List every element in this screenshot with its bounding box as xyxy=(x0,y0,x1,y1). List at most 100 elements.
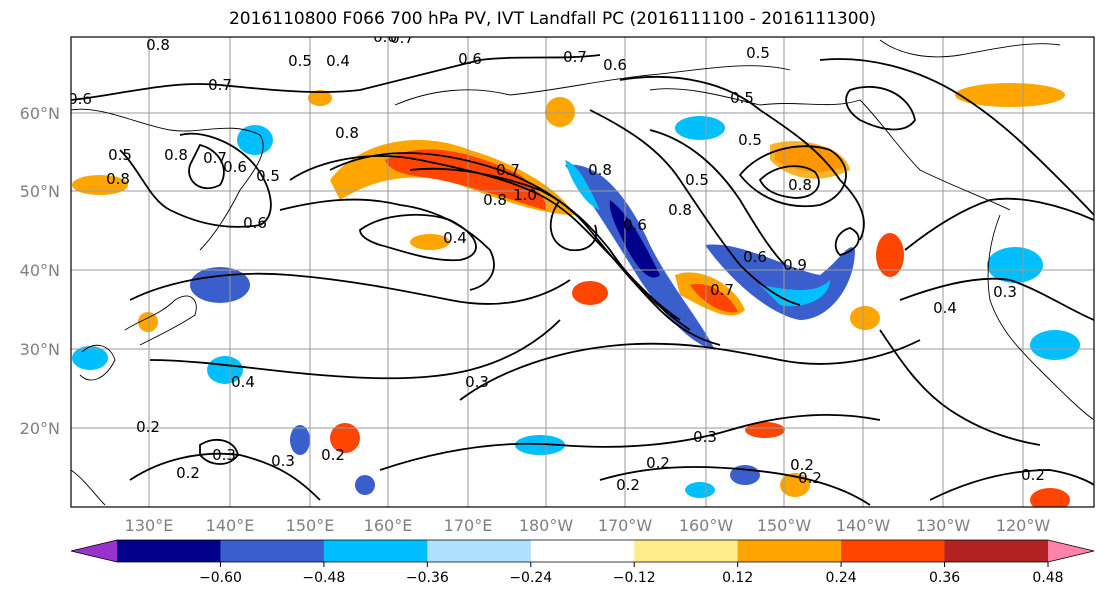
lon-label: 160°E xyxy=(364,516,413,535)
contour-label: 0.3 xyxy=(993,283,1017,301)
contour-label: 0.4 xyxy=(933,299,957,317)
contour-label: 0.8 xyxy=(483,191,507,209)
contour-label: 0.8 xyxy=(106,170,130,188)
colorbar-tick-label: 0.48 xyxy=(1032,570,1063,586)
colorbar-tick-label: 0.24 xyxy=(826,570,857,586)
contour-label: 0.4 xyxy=(443,229,467,247)
contour-label: 0.2 xyxy=(321,446,345,464)
negative-anomaly xyxy=(355,475,375,495)
lon-label: 180°W xyxy=(519,516,574,535)
lon-label: 120°W xyxy=(996,516,1051,535)
contour-label: 0.6 xyxy=(223,158,247,176)
lat-label: 30°N xyxy=(20,340,60,359)
colorbar-cell xyxy=(220,540,325,562)
lon-label: 160°W xyxy=(679,516,734,535)
longitude-labels: 130°E 140°E 150°E 160°E 170°E 180°W 170°… xyxy=(125,516,1051,535)
contour-label: 0.8 xyxy=(668,201,692,219)
colorbar-tick-label: 0.12 xyxy=(722,570,753,586)
coastlines xyxy=(71,39,1094,506)
colorbar-max-extend xyxy=(1048,540,1094,562)
negative-anomaly xyxy=(207,356,243,384)
contour-label: 0.6 xyxy=(68,90,92,108)
contour-label: 0.7 xyxy=(496,161,520,179)
contour-label: 0.7 xyxy=(563,48,587,66)
colorbar-cell xyxy=(323,540,428,562)
positive-anomaly xyxy=(385,149,547,210)
positive-anomaly xyxy=(545,97,575,127)
contour-label: 0.2 xyxy=(646,454,670,472)
contour-label: 0.2 xyxy=(1021,466,1045,484)
negative-anomaly xyxy=(987,247,1043,283)
colorbar-cell xyxy=(530,540,635,562)
positive-anomaly xyxy=(876,233,904,277)
lon-label: 150°E xyxy=(286,516,335,535)
colorbar-cell xyxy=(737,540,842,562)
negative-anomaly xyxy=(705,244,855,320)
colorbar-tick-label: 0.36 xyxy=(929,570,960,586)
contour-label: 0.3 xyxy=(271,452,295,470)
contour-label: 0.8 xyxy=(335,124,359,142)
lon-label: 170°E xyxy=(444,516,493,535)
colorbar-cell xyxy=(427,540,532,562)
positive-anomaly xyxy=(572,281,608,305)
contour-label: 0.7 xyxy=(203,149,227,167)
contour-label: 0.6 xyxy=(243,214,267,232)
lon-label: 130°W xyxy=(916,516,971,535)
contour-label: 0.7 xyxy=(390,29,414,47)
lat-label: 50°N xyxy=(20,182,60,201)
lat-label: 40°N xyxy=(20,261,60,280)
contour-label: 0.2 xyxy=(790,456,814,474)
colorbar-tick-label: −0.36 xyxy=(406,570,449,586)
positive-anomaly xyxy=(330,423,360,453)
contour-label: 0.3 xyxy=(465,373,489,391)
contour-label: 0.2 xyxy=(616,476,640,494)
lon-label: 130°E xyxy=(125,516,174,535)
latitude-labels: 60°N 50°N 40°N 30°N 20°N xyxy=(20,104,60,438)
positive-anomaly xyxy=(955,83,1065,107)
contour-label: 0.5 xyxy=(746,44,770,62)
contour-label: 0.7 xyxy=(208,76,232,94)
pv-contours xyxy=(71,54,1094,506)
contour-label: 0.5 xyxy=(730,89,754,107)
positive-anomaly xyxy=(410,234,450,250)
positive-anomaly xyxy=(1030,488,1070,507)
positive-anomaly xyxy=(690,284,738,313)
negative-anomaly xyxy=(1030,330,1080,360)
contour-label: 0.2 xyxy=(798,469,822,487)
lon-label: 170°W xyxy=(598,516,653,535)
lon-label: 150°W xyxy=(757,516,812,535)
colorbar: −0.60 −0.48 −0.36 −0.24 −0.12 0.12 0.24 0.36 0.4… xyxy=(70,539,1095,586)
contour-label: 0.6 xyxy=(603,56,627,74)
pv-shading xyxy=(72,83,1080,507)
contour-label: 0.7 xyxy=(710,281,734,299)
contour-label: 0.8 xyxy=(588,161,612,179)
contour-label: 0.5 xyxy=(288,52,312,70)
negative-anomaly xyxy=(609,200,660,278)
colorbar-cell xyxy=(634,540,739,562)
lon-label: 140°W xyxy=(836,516,891,535)
negative-anomaly xyxy=(675,116,725,140)
map-border xyxy=(70,36,1095,508)
negative-anomaly xyxy=(190,267,250,303)
contour-label: 0.2 xyxy=(136,418,160,436)
negative-anomaly xyxy=(72,346,108,370)
contour-label: 0.4 xyxy=(231,373,255,391)
negative-anomaly xyxy=(515,435,565,455)
contour-label: 0.5 xyxy=(738,131,762,149)
negative-anomaly xyxy=(237,125,273,155)
colorbar-tick-label: −0.60 xyxy=(199,570,242,586)
colorbar-cell xyxy=(117,540,221,562)
negative-anomaly xyxy=(685,482,715,498)
contour-label-group: 0.80.70.60.5 0.40.70.6 0.70.80.50.80.60.60… xyxy=(68,28,1045,494)
colorbar-outline xyxy=(70,539,1095,563)
lon-label: 140°E xyxy=(206,516,255,535)
contour-label: 0.6 xyxy=(458,50,482,68)
negative-anomaly xyxy=(290,425,310,455)
positive-anomaly xyxy=(308,90,332,106)
contour-label: 0.8 xyxy=(146,36,170,54)
contour-label: 0.6 xyxy=(373,28,397,46)
positive-anomaly xyxy=(850,306,880,330)
contour-label: 0.5 xyxy=(108,146,132,164)
contour-label: 0.4 xyxy=(326,52,350,70)
negative-anomaly xyxy=(760,280,830,307)
